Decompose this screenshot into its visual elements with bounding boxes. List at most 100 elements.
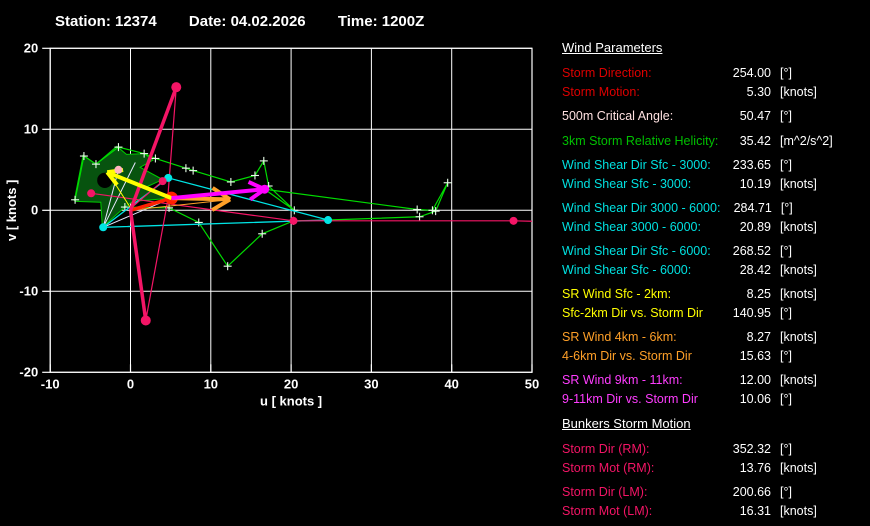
parameter-group: Wind Shear Dir Sfc - 6000: 268.52 [°] Wind … [562, 242, 854, 279]
x-tick-label: 10 [204, 376, 218, 391]
parameter-value: 352.32 [732, 442, 771, 456]
parameter-unit: [°] [780, 442, 792, 456]
x-tick-label: 50 [525, 376, 539, 391]
y-tick-label: 20 [24, 40, 38, 55]
pink-dot-mid [289, 216, 298, 225]
sr-wind-sfc-2km-arrow-barb [105, 170, 119, 187]
parameter-value: 15.63 [739, 348, 771, 363]
parameter-value: 16.31 [739, 503, 771, 518]
parameter-group: Storm Dir (LM): 200.66 [°] Storm Mot (LM): 1… [562, 483, 854, 520]
parameter-label: 9-11km Dir vs. Storm Dir [562, 391, 698, 406]
sr-wind-4-6km-arrow-barb [211, 197, 232, 212]
parameter-value: 233.65 [732, 158, 771, 172]
section-heading: Bunkers Storm Motion [562, 416, 691, 431]
parameter-group: SR Wind 4km - 6km: 8.27 [knots] 4-6km Dir v… [562, 328, 854, 365]
parameter-unit: [knots] [780, 287, 817, 301]
parameter-value: 28.42 [739, 262, 771, 277]
parameter-unit: [°] [780, 66, 792, 80]
lightpink-dot [114, 165, 123, 174]
y-tick-label: 0 [31, 202, 38, 217]
parameter-label: SR Wind 4km - 6km: [562, 330, 677, 344]
date-label: Date: [188, 13, 227, 30]
parameter-unit: [knots] [780, 262, 817, 277]
parameter-unit: [°] [780, 348, 792, 363]
pink-short-line [131, 180, 164, 208]
time-field: Time: 1200Z [338, 13, 424, 30]
parameter-unit: [knots] [780, 219, 817, 234]
section-heading: Wind Parameters [562, 40, 663, 55]
parameter-row: SR Wind 9km - 11km: 12.00 [knots] [562, 371, 854, 390]
parameter-row: Storm Dir (LM): 200.66 [°] [562, 483, 854, 502]
parameter-row: Wind Shear 3000 - 6000: 20.89 [knots] [562, 218, 854, 237]
parameter-unit: [°] [780, 305, 792, 320]
x-tick-label: 40 [444, 376, 458, 391]
sr-wind-9-11km-arrow-dot [260, 184, 270, 194]
parameter-label: Storm Direction: [562, 66, 652, 80]
parameter-group: SR Wind Sfc - 2km: 8.25 [knots] Sfc-2km Dir… [562, 285, 854, 322]
parameter-row: 4-6km Dir vs. Storm Dir 15.63 [°] [562, 347, 854, 366]
parameter-value: 50.47 [739, 109, 771, 123]
parameter-unit: [knots] [780, 330, 817, 344]
parameter-label: Wind Shear Dir Sfc - 6000: [562, 244, 711, 258]
window-title: Station: 12374 Date: 04.02.2026 Time: 12… [55, 13, 452, 30]
cyan-trace [102, 177, 329, 228]
hodograph-trace [74, 146, 449, 268]
parameter-label: Storm Mot (RM): [562, 460, 655, 475]
parameter-row: SR Wind 4km - 6km: 8.27 [knots] [562, 328, 854, 347]
time-label: Time: [337, 13, 378, 30]
parameter-value: 20.89 [739, 219, 771, 234]
parameter-label: Storm Dir (LM): [562, 485, 648, 499]
y-tick-label: 10 [24, 121, 38, 136]
date-value: 04.02.2026 [230, 13, 306, 30]
parameter-value: 8.25 [746, 287, 771, 301]
parameter-row: Wind Shear Dir 3000 - 6000: 284.71 [°] [562, 199, 854, 218]
parameter-label: Sfc-2km Dir vs. Storm Dir [562, 305, 703, 320]
parameter-group: SR Wind 9km - 11km: 12.00 [knots] 9-11km Di… [562, 371, 854, 408]
cyan-dot-sfc [99, 223, 108, 232]
storm-motion-vector [130, 196, 172, 212]
parameter-row: Wind Shear Sfc - 3000: 10.19 [knots] [562, 175, 854, 194]
parameter-value: 140.95 [732, 305, 771, 320]
bunkers-rm-vector [128, 210, 148, 321]
parameter-label: Storm Motion: [562, 84, 640, 99]
parameter-row: Storm Motion: 5.30 [knots] [562, 83, 854, 102]
parameter-unit: [knots] [780, 503, 817, 518]
parameter-value: 5.30 [746, 84, 771, 99]
parameter-value: 284.71 [733, 201, 772, 215]
parameter-value: 254.00 [732, 66, 771, 80]
station-field: Station: 12374 [55, 13, 157, 30]
parameter-value: 12.00 [739, 373, 771, 387]
bunkers-lm-vector-dot [171, 82, 182, 93]
pink-dot-upper [158, 177, 167, 186]
sr-wind-9-11km-arrow [171, 187, 265, 201]
bunkers-lm-vector [128, 86, 178, 211]
parameter-group: Wind Shear Dir Sfc - 3000: 233.65 [°] Wind … [562, 156, 854, 193]
sr-wind-sfc-2km-arrow [106, 170, 173, 201]
x-tick-label: 30 [364, 376, 378, 391]
parameter-row: Sfc-2km Dir vs. Storm Dir 140.95 [°] [562, 304, 854, 323]
parameter-unit: [°] [780, 201, 793, 215]
parameter-unit: [knots] [780, 373, 817, 387]
wind-parameters-panel: Wind Parameters Storm Direction: 254.00 [°]… [562, 40, 854, 526]
x-tick-label: 20 [284, 376, 298, 391]
parameter-unit: [knots] [780, 84, 817, 99]
parameter-group: Storm Direction: 254.00 [°] Storm Motion: 5.… [562, 64, 854, 101]
parameter-row: 9-11km Dir vs. Storm Dir 10.06 [°] [562, 390, 854, 409]
station-value: 12374 [115, 13, 157, 30]
y-axis-label: v [ knots ] [4, 180, 19, 241]
parameter-label: SR Wind 9km - 11km: [562, 373, 683, 387]
parameter-label: Storm Mot (LM): [562, 503, 653, 518]
parameter-value: 268.52 [732, 244, 771, 258]
x-tick-label: -10 [41, 376, 60, 391]
parameter-label: SR Wind Sfc - 2km: [562, 287, 672, 301]
parameter-group: 500m Critical Angle: 50.47 [°] [562, 107, 854, 126]
parameter-value: 10.19 [739, 176, 771, 191]
y-tick-label: -10 [19, 283, 38, 298]
parameter-unit: [°] [780, 485, 792, 499]
parameter-label: Wind Shear Dir 3000 - 6000: [562, 201, 721, 215]
parameter-unit: [m^2/s^2] [780, 133, 833, 148]
parameter-label: Wind Shear Sfc - 3000: [562, 176, 692, 191]
thin-orange-line [130, 199, 229, 211]
parameter-value: 8.27 [746, 330, 771, 344]
parameter-label: Wind Shear 3000 - 6000: [562, 219, 701, 234]
